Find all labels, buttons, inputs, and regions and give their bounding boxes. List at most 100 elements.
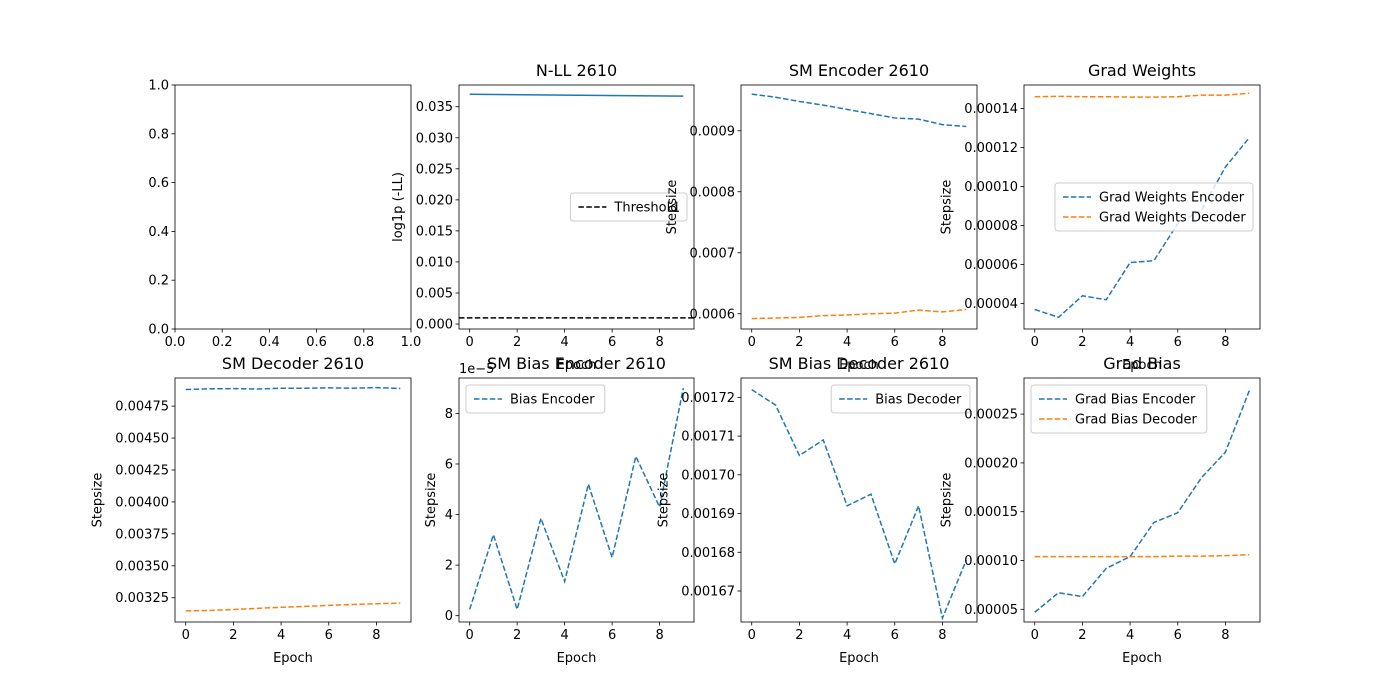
y-tick-label: 0.00171: [681, 430, 735, 445]
legend-entry: Grad Weights Decoder: [1099, 211, 1246, 226]
x-tick-label: 0.8: [353, 335, 374, 350]
x-tick-label: 2: [1078, 628, 1086, 643]
y-tick-label: 0.00450: [115, 432, 169, 447]
series-line-1: [185, 602, 401, 612]
axes-frame: [174, 84, 412, 330]
y-axis-label: Stepsize: [424, 473, 439, 528]
x-tick-label: 4: [1126, 335, 1134, 350]
legend-entry: Bias Encoder: [510, 393, 595, 408]
axes-frame: [740, 84, 978, 330]
x-tick-label: 6: [608, 628, 616, 643]
series-line-0: [185, 386, 401, 391]
y-tick-label: 0.4: [148, 225, 169, 240]
x-tick-label: 8: [1221, 628, 1229, 643]
x-tick-label: 4: [843, 628, 851, 643]
x-axis-label: Epoch: [1122, 651, 1162, 666]
x-tick-label: 2: [513, 335, 521, 350]
legend-entry: Grad Bias Decoder: [1075, 413, 1198, 428]
y-tick-label: 0.00170: [681, 468, 735, 483]
axes-frame: [740, 377, 978, 623]
subplot-empty: 0.0 0.2 0.4 0.6 0.8 1.0 0.0 0.2 0.4 0.6 0.8 1.0: [148, 79, 421, 351]
legend: Bias Encoder: [465, 384, 606, 414]
y-tick-label: 0.2: [148, 274, 169, 289]
y-tick-label: 0.00169: [681, 507, 735, 522]
y-tick-label: 0.00475: [115, 400, 169, 415]
y-tick-label: 0.030: [416, 131, 453, 146]
y-tick-label: 0.00375: [115, 527, 169, 542]
y-tick-label: 0.00172: [681, 391, 735, 406]
x-tick-label: 0: [1031, 335, 1039, 350]
x-tick-label: 2: [513, 628, 521, 643]
subplot-grad_bias: 0 2 4 6 8 0.00005 0.00010 0.00015 0.00020 0.00025…: [940, 354, 1261, 666]
x-tick-label: 0.4: [259, 335, 280, 350]
y-tick-label: 0.00014: [964, 102, 1018, 117]
x-tick-label: 0: [748, 335, 756, 350]
legend: Bias Decoder: [830, 384, 971, 414]
x-axis-label: Epoch: [1122, 358, 1162, 373]
x-tick-label: 8: [938, 628, 946, 643]
legend-box: [1054, 182, 1254, 232]
x-tick-label: 8: [655, 628, 663, 643]
y-tick-label: 0.010: [416, 255, 453, 270]
x-tick-label: 8: [938, 335, 946, 350]
y-tick-label: 0: [445, 609, 453, 624]
y-tick-label: 0.00168: [681, 546, 735, 561]
chart-title: N-LL 2610: [536, 61, 617, 80]
y-axis-label: log1p (-LL): [391, 172, 406, 242]
subplot-sm_decoder: 0 2 4 6 8 0.00325 0.00350 0.00375 0.00400 0.00425…: [91, 354, 412, 666]
y-tick-label: 0.0006: [690, 307, 736, 322]
y-tick-label: 0.00025: [964, 408, 1018, 423]
y-axis-label: Stepsize: [940, 180, 955, 235]
legend-box: [569, 192, 688, 222]
legend: Threshold: [569, 192, 688, 222]
y-tick-label: 0.000: [416, 318, 453, 333]
x-tick-label: 8: [655, 335, 663, 350]
x-axis-label: Epoch: [273, 651, 313, 666]
y-axis-label: Stepsize: [940, 473, 955, 528]
y-tick-label: 0.8: [148, 127, 169, 142]
legend-entry: Grad Bias Encoder: [1075, 393, 1196, 408]
y-tick-label: 1.0: [148, 79, 169, 94]
y-tick-label: 0.00004: [964, 297, 1018, 312]
y-tick-label: 4: [445, 508, 453, 523]
chart-title: SM Bias Encoder 2610: [487, 354, 666, 373]
x-tick-label: 0.0: [165, 335, 186, 350]
legend-box: [830, 384, 971, 414]
series-line-0: [469, 93, 684, 97]
x-tick-label: 6: [1174, 335, 1182, 350]
x-tick-label: 6: [1174, 628, 1182, 643]
x-tick-label: 2: [229, 628, 237, 643]
axes-frame: [458, 377, 695, 623]
x-axis-label: Epoch: [557, 358, 597, 373]
x-tick-label: 4: [843, 335, 851, 350]
x-tick-label: 4: [560, 628, 568, 643]
chart-title: Grad Weights: [1088, 61, 1196, 80]
x-tick-label: 0: [466, 335, 474, 350]
y-tick-label: 0.00008: [964, 219, 1018, 234]
legend-entry: Bias Decoder: [875, 393, 962, 408]
subplot-nll: 0 2 4 6 8 0.000 0.005 0.010 0.015 0.020 0.025 0.030…: [391, 61, 695, 373]
y-tick-label: 2: [445, 559, 453, 574]
x-tick-label: 6: [608, 335, 616, 350]
series-line-bias-decoder: [751, 388, 967, 621]
x-axis-label: Epoch: [557, 651, 597, 666]
y-tick-label: 0.00325: [115, 591, 169, 606]
y-tick-label: 0.00020: [964, 456, 1018, 471]
y-tick-label: 0.00350: [115, 559, 169, 574]
y-tick-label: 0.015: [416, 224, 453, 239]
x-tick-label: 6: [891, 335, 899, 350]
y-tick-label: 0.00005: [964, 603, 1018, 618]
y-tick-label: 0.00006: [964, 258, 1018, 273]
x-tick-label: 6: [891, 628, 899, 643]
x-tick-label: 0: [748, 628, 756, 643]
axes-frame: [1023, 84, 1261, 330]
x-axis-label: Epoch: [839, 358, 879, 373]
subplot-grad_weights: 0 2 4 6 8 0.00004 0.00006 0.00008 0.00010 0.00012…: [940, 61, 1261, 373]
x-tick-label: 4: [560, 335, 568, 350]
y-tick-label: 0.0: [148, 323, 169, 338]
axes-frame: [458, 84, 695, 330]
chart-title: SM Decoder 2610: [222, 354, 364, 373]
y-axis-label: Stepsize: [665, 180, 680, 235]
x-tick-label: 2: [795, 335, 803, 350]
